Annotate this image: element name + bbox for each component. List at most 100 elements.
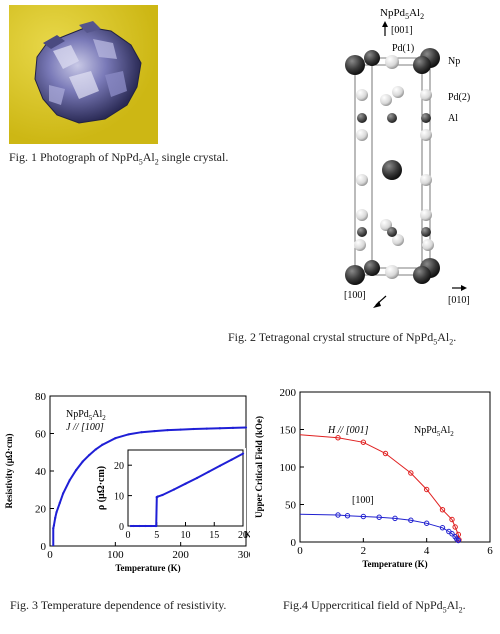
hc2-data-point <box>408 470 414 476</box>
axis-100-label: [100] <box>344 290 366 301</box>
fig3-ytick-label: 60 <box>35 429 47 441</box>
pd-atoms <box>354 55 434 279</box>
resistivity-point <box>140 431 143 434</box>
hc2-fit-curve <box>299 434 461 543</box>
resistivity-point <box>61 492 65 495</box>
fig3-xtick-label: 200 <box>172 549 189 561</box>
inset-resistivity-point <box>230 458 233 461</box>
resistivity-point <box>114 437 117 440</box>
fig3-inset-xtick-label: 10 <box>181 530 191 541</box>
fig4-caption-suffix: . <box>462 598 466 612</box>
resistivity-point <box>88 453 91 457</box>
resistivity-point <box>153 429 156 433</box>
resistivity-point <box>231 426 235 429</box>
crystal-structure-diagram: NpPd5Al2 [001] Pd(1) Np Pd(2) Al [010] <box>344 7 470 308</box>
fig3-xtick-label: 300 <box>238 549 250 561</box>
inset-resistivity-point <box>149 524 153 528</box>
inset-resistivity-point <box>129 524 132 528</box>
fig4-ytick-label: 200 <box>280 387 297 399</box>
fig4-caption-mid: Al <box>446 598 459 612</box>
fig2-caption-mid: Al <box>437 330 450 344</box>
axis-010-arrowhead <box>461 285 467 291</box>
fig3-ytick-label: 40 <box>35 466 47 478</box>
hc2-data-point <box>449 516 455 523</box>
fig4-caption-prefix: Fig.4 Uppercritical field of NpPd <box>283 598 443 612</box>
resistivity-point <box>166 429 169 432</box>
fig3-ytick-label: 20 <box>35 504 47 516</box>
upper-critical-field-chart: 0 2 4 6 0 50 100 150 200 Temperature (K) Upper Cri… <box>254 387 493 569</box>
fig2-caption: Fig. 2 Tetragonal crystal structure of N… <box>228 330 456 346</box>
hc2-data-point <box>423 520 430 526</box>
fig3-caption: Fig. 3 Temperature dependence of resisti… <box>10 598 227 612</box>
fig1-caption-prefix: Fig. 1 Photograph of NpPd <box>9 150 139 164</box>
resistivity-point <box>55 511 58 514</box>
inset-resistivity-point <box>172 488 176 491</box>
inset-resistivity-point <box>184 482 187 485</box>
resistivity-point <box>179 428 182 431</box>
hc2-data-point <box>439 507 446 513</box>
fig3-direction: J // [100] <box>66 422 104 433</box>
fig4-ytick-label: 0 <box>291 537 297 549</box>
fig3-ytick-label: 80 <box>35 391 47 403</box>
hc2-data-point <box>455 537 462 544</box>
resistivity-point <box>52 524 56 527</box>
axis-001-label: [001] <box>391 25 413 36</box>
inset-background <box>114 448 246 534</box>
inset-resistivity-point <box>207 470 210 473</box>
fig4-xlabel: Temperature (K) <box>362 559 427 569</box>
crystal-photograph <box>9 5 158 144</box>
hc2-data-point <box>454 536 460 542</box>
fig3-xtick-label: 100 <box>107 549 124 561</box>
fig1-caption-sub1: 5 <box>138 157 143 167</box>
fig3-inset-ytick-label: 0 <box>119 522 124 533</box>
hc2-data-point <box>452 524 458 530</box>
fig4-compound: NpPd5Al2 <box>414 425 454 438</box>
hc2-data-point <box>392 515 398 522</box>
fig3-inset-ytick-label: 20 <box>114 461 124 472</box>
resistivity-point <box>218 427 221 430</box>
fig3-inset-xtick-label: 15 <box>209 530 219 541</box>
fig4-caption-sub1: 5 <box>442 605 447 615</box>
fig1-caption-sub2: 2 <box>154 157 159 167</box>
fig4-xtick-label: 0 <box>297 545 303 557</box>
hc2-data-point <box>376 514 382 520</box>
fig3-inset-xtick-label: 0 <box>126 530 131 541</box>
fig3-compound: NpPd5Al2 <box>66 409 106 422</box>
fig4-xtick-label: 4 <box>424 545 430 557</box>
inset-resistivity-point <box>138 524 141 528</box>
hc2-data-point <box>439 525 446 531</box>
resistivity-point <box>127 433 130 436</box>
inset-resistivity-point <box>132 524 135 528</box>
hc2-data-point <box>382 450 389 457</box>
fig1-caption-suffix: single crystal. <box>158 150 229 164</box>
inset-resistivity-point <box>195 476 199 480</box>
resistivity-point <box>205 427 208 430</box>
label-pd1: Pd(1) <box>392 43 414 54</box>
fig1-caption: Fig. 1 Photograph of NpPd5Al2 single cry… <box>9 150 228 166</box>
resistivity-point <box>94 448 97 451</box>
fig4-ytick-label: 50 <box>285 500 297 512</box>
hc2-data-point <box>360 439 367 445</box>
inset-resistivity-point <box>144 524 147 528</box>
axis-100-arrowhead <box>373 301 381 308</box>
inset-resistivity-point <box>155 524 158 528</box>
fig3-xlabel: Temperature (K) <box>115 563 180 573</box>
label-np: Np <box>448 56 460 67</box>
fig4-caption: Fig.4 Uppercritical field of NpPd5Al2. <box>283 598 466 614</box>
resistivity-chart: 0100200300020406080Temperature (K)Resist… <box>4 391 250 573</box>
hc2-data-point <box>360 513 367 520</box>
hc2-data-point <box>449 531 455 537</box>
inset-resistivity-point <box>161 493 164 497</box>
fig3-xtick-label: 0 <box>47 549 53 561</box>
np-atoms <box>345 48 440 285</box>
fig3-ytick-label: 0 <box>41 541 47 553</box>
fig3-inset-ytick-label: 10 <box>114 492 124 503</box>
resistivity-point <box>81 460 84 463</box>
inset-ylabel: ρ (μΩ·cm) <box>96 466 107 510</box>
fig2-caption-prefix: Fig. 2 Tetragonal crystal structure of N… <box>228 330 434 344</box>
resistivity-point <box>58 501 61 504</box>
resistivity-point <box>75 468 78 472</box>
fig3-ylabel: Resistivity (μΩ·cm) <box>4 433 14 508</box>
fig1-caption-mid: Al <box>142 150 155 164</box>
fig4-ytick-label: 100 <box>280 462 297 474</box>
